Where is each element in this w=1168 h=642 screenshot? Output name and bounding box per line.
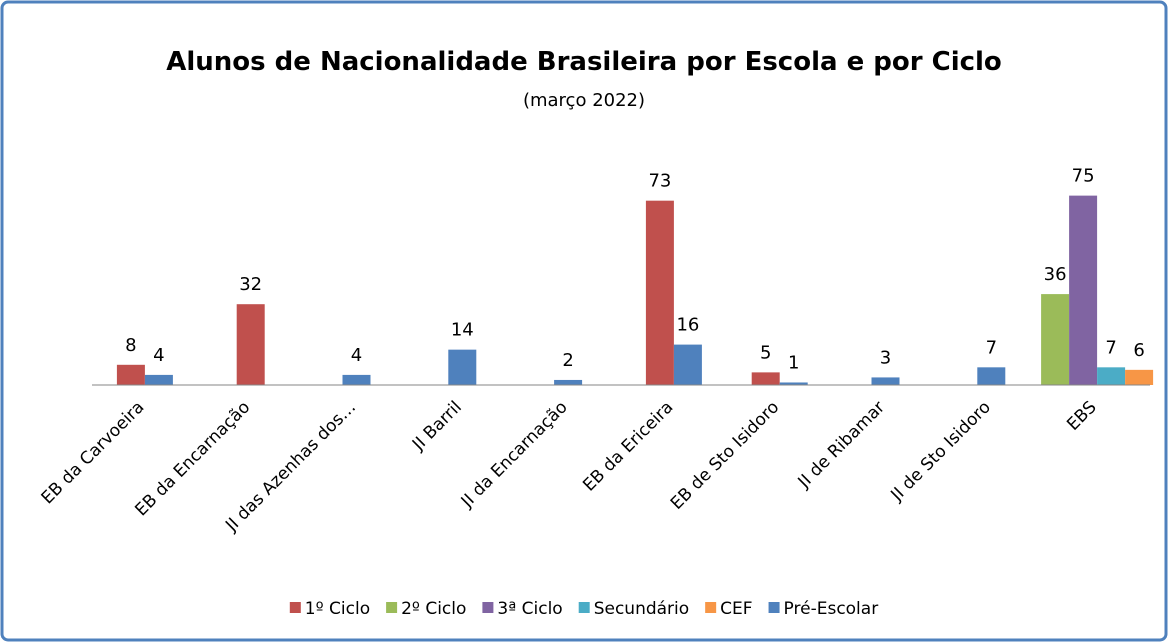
bar (751, 372, 780, 385)
bar (871, 377, 900, 385)
legend-swatch (578, 602, 590, 613)
data-label: 36 (1044, 264, 1067, 285)
legend-swatch (289, 602, 301, 613)
legend: 1º Ciclo 2º Ciclo 3ª Ciclo Secundário CEF Pré… (289, 599, 879, 619)
data-label: 75 (1072, 166, 1095, 187)
data-label: 7 (986, 337, 997, 358)
legend-swatch (482, 602, 494, 613)
bar (236, 304, 265, 385)
bar (116, 364, 145, 385)
bar (673, 344, 702, 385)
data-label: 3 (880, 347, 891, 368)
bar (1041, 294, 1070, 385)
data-label: 5 (760, 342, 771, 363)
bar (1097, 367, 1126, 385)
data-label: 16 (676, 315, 699, 336)
data-label: 32 (239, 274, 262, 295)
bar (144, 374, 173, 385)
bar (342, 374, 371, 385)
legend-label: CEF (720, 599, 752, 619)
legend-label: Pré-Escolar (784, 599, 879, 619)
legend-swatch (705, 602, 717, 613)
chart-title: Alunos de Nacionalidade Brasileira por E… (166, 47, 1002, 77)
bar (779, 382, 808, 385)
data-label: 73 (648, 171, 671, 192)
data-label: 1 (788, 352, 799, 373)
chart-subtitle: (março 2022) (523, 90, 645, 111)
legend-label: 1º Ciclo (305, 599, 370, 619)
bar (977, 367, 1006, 385)
legend-label: Secundário (594, 599, 689, 619)
legend-label: 3ª Ciclo (497, 599, 562, 619)
legend-swatch (386, 602, 398, 613)
legend-label: 2º Ciclo (401, 599, 466, 619)
data-label: 8 (125, 335, 136, 356)
bar (645, 200, 674, 385)
bar (448, 349, 477, 385)
data-label: 4 (351, 345, 362, 366)
data-label: 4 (153, 345, 164, 366)
legend-swatch (768, 602, 780, 613)
data-label: 14 (451, 320, 474, 341)
data-label: 6 (1133, 340, 1144, 361)
data-label: 7 (1105, 337, 1116, 358)
data-label: 2 (562, 350, 573, 371)
bar (554, 379, 583, 385)
bar (1125, 369, 1154, 385)
bar (1069, 195, 1098, 385)
